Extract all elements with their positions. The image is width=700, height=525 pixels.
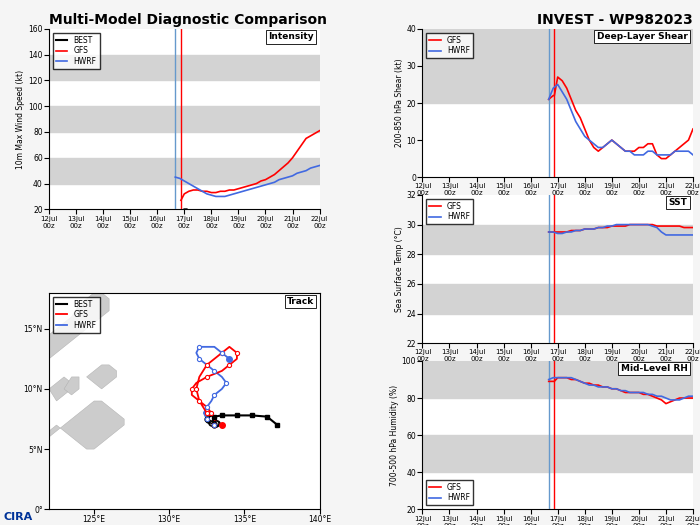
Bar [49,106,320,132]
Polygon shape [27,293,109,365]
Bar [422,284,693,313]
Text: Multi-Model Diagnostic Comparison: Multi-Model Diagnostic Comparison [49,13,327,27]
Polygon shape [87,365,117,389]
Polygon shape [49,401,124,449]
Y-axis label: 10m Max Wind Speed (kt): 10m Max Wind Speed (kt) [17,69,25,169]
Text: Mid-Level RH: Mid-Level RH [621,364,687,373]
Polygon shape [0,371,34,419]
Legend: BEST, GFS, HWRF: BEST, GFS, HWRF [52,33,99,69]
Polygon shape [49,377,71,401]
Bar [422,225,693,254]
Bar [422,435,693,472]
Text: CIRA: CIRA [4,512,33,522]
Bar [422,361,693,398]
Text: Intensity: Intensity [269,33,314,41]
Legend: BEST, GFS, HWRF: BEST, GFS, HWRF [52,297,99,333]
Y-axis label: 700-500 hPa Humidity (%): 700-500 hPa Humidity (%) [390,384,399,486]
Legend: GFS, HWRF: GFS, HWRF [426,199,473,224]
Legend: GFS, HWRF: GFS, HWRF [426,33,473,58]
Text: Track: Track [287,297,314,306]
Y-axis label: Sea Surface Temp (°C): Sea Surface Temp (°C) [395,226,404,312]
Bar [49,55,320,80]
Bar [49,158,320,184]
Polygon shape [64,377,79,395]
Text: INVEST - WP982023: INVEST - WP982023 [538,13,693,27]
Text: SST: SST [668,198,687,207]
Text: Deep-Layer Shear: Deep-Layer Shear [596,32,687,41]
Y-axis label: 200-850 hPa Shear (kt): 200-850 hPa Shear (kt) [395,59,404,148]
Legend: GFS, HWRF: GFS, HWRF [426,480,473,506]
Bar [422,29,693,103]
